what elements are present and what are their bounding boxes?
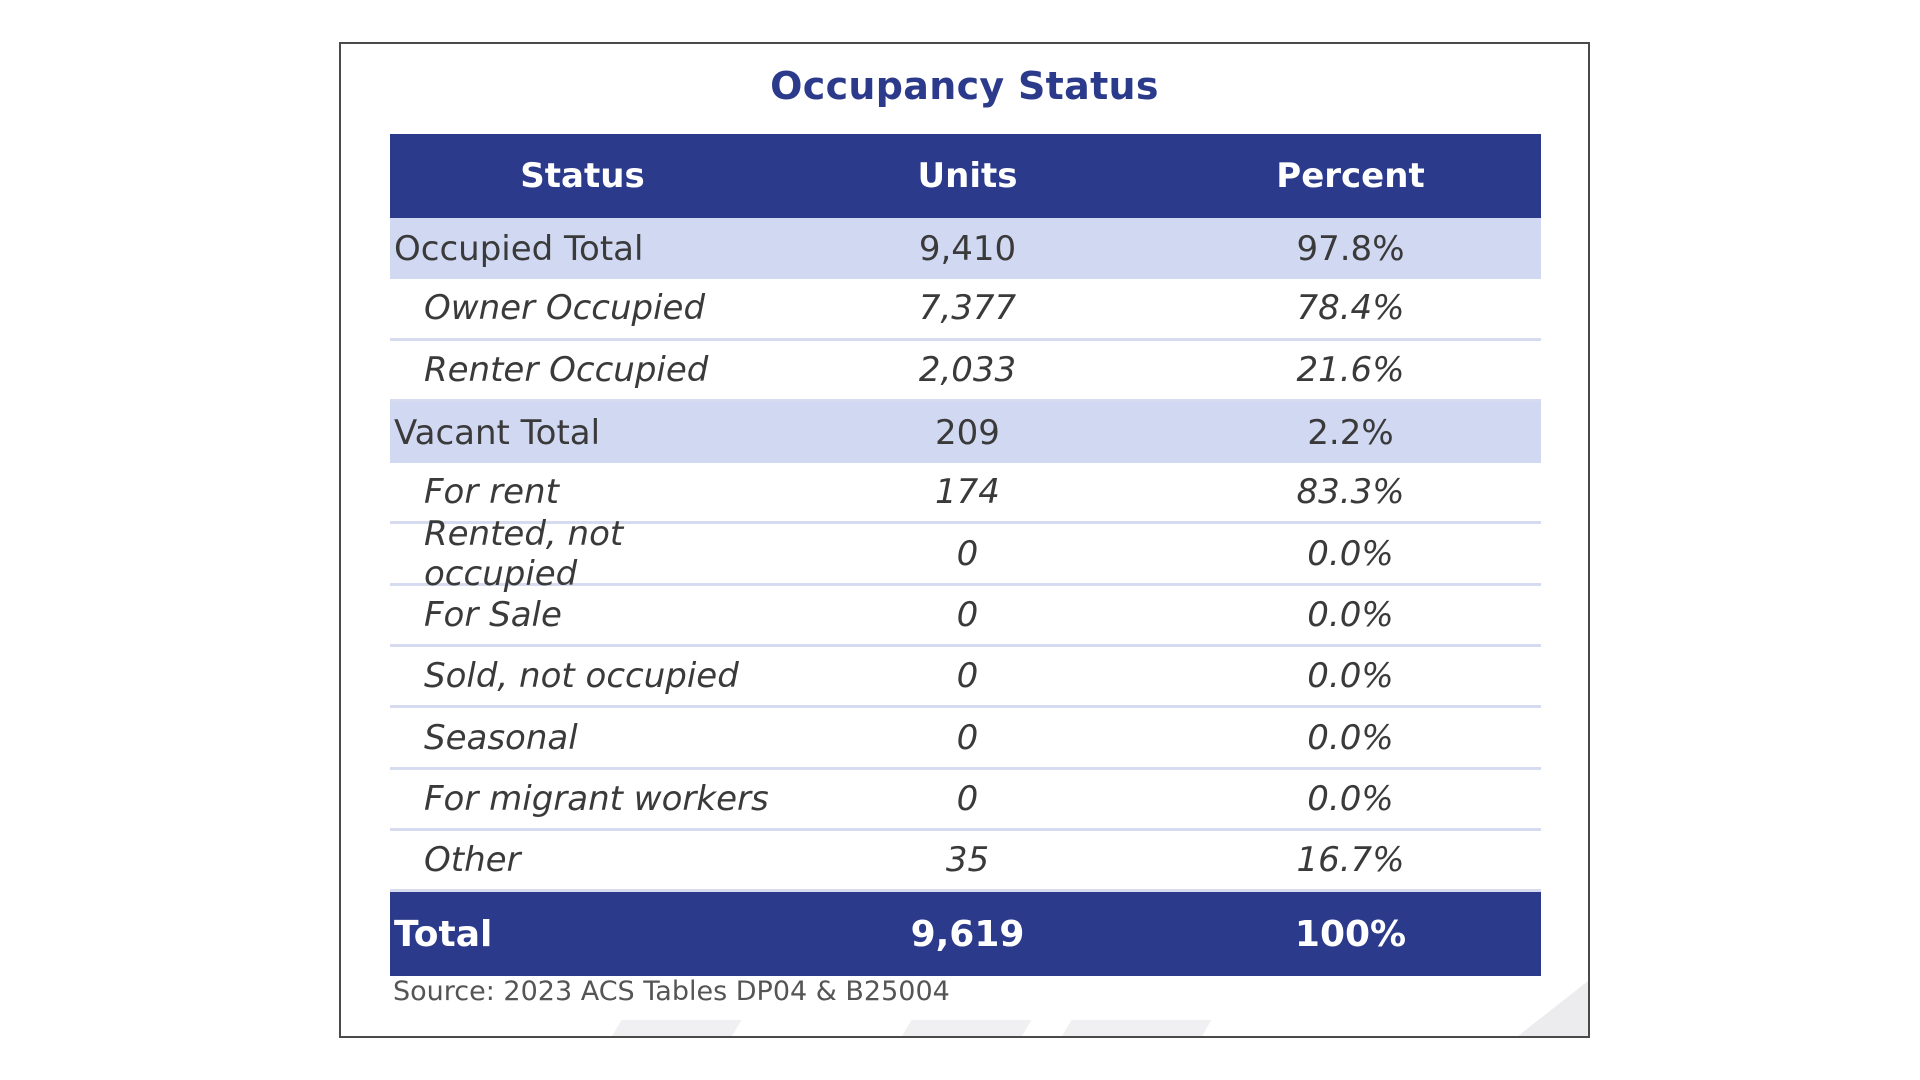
header-status: Status bbox=[520, 156, 645, 196]
row-units-cell: 209 bbox=[935, 412, 1000, 453]
row-status-cell: For Sale bbox=[424, 594, 562, 635]
row-percent-cell: 0.0% bbox=[1307, 533, 1394, 574]
table-body: Occupied Total 9,410 97.8% Owner Occupied 7,… bbox=[390, 218, 1541, 893]
row-status-cell: For rent bbox=[424, 472, 559, 513]
row-percent-cell: 83.3% bbox=[1296, 472, 1405, 513]
table-row: Rented, not occupied 0 0.0% bbox=[390, 514, 1541, 594]
row-units-cell: 0 bbox=[956, 778, 979, 819]
row-units-cell: 0 bbox=[956, 717, 979, 758]
total-units: 9,619 bbox=[910, 913, 1025, 955]
table-row: For migrant workers 0 0.0% bbox=[390, 770, 1541, 831]
table-title: Occupancy Status bbox=[770, 64, 1159, 108]
row-status-cell: Seasonal bbox=[424, 717, 578, 758]
row-units-cell: 2,033 bbox=[918, 349, 1017, 390]
table-row: Renter Occupied 2,033 21.6% bbox=[390, 341, 1541, 402]
row-percent-cell: 2.2% bbox=[1307, 412, 1394, 453]
background-decoration bbox=[600, 1020, 742, 1036]
row-percent-cell: 16.7% bbox=[1296, 840, 1405, 881]
row-percent-cell: 0.0% bbox=[1307, 778, 1394, 819]
table-row: Seasonal 0 0.0% bbox=[390, 708, 1541, 770]
table-header-row: Status Units Percent bbox=[390, 134, 1541, 218]
row-status-cell: Owner Occupied bbox=[424, 288, 706, 329]
row-status-cell: For migrant workers bbox=[424, 778, 769, 819]
row-percent-cell: 21.6% bbox=[1296, 349, 1405, 390]
total-percent: 100% bbox=[1294, 913, 1407, 955]
row-status-cell: Rented, not occupied bbox=[424, 513, 624, 594]
total-row: Total 9,619 100% bbox=[390, 892, 1541, 977]
row-units-cell: 0 bbox=[956, 656, 979, 697]
row-status-cell: Vacant Total bbox=[394, 412, 601, 453]
table-row: Owner Occupied 7,377 78.4% bbox=[390, 279, 1541, 341]
row-units-cell: 0 bbox=[956, 594, 979, 635]
row-units-cell: 0 bbox=[956, 533, 979, 574]
table-card: Occupancy Status Status Units Percent Oc… bbox=[339, 42, 1590, 1038]
table-row: For Sale 0 0.0% bbox=[390, 586, 1541, 648]
background-decoration bbox=[890, 1020, 1032, 1036]
row-percent-cell: 0.0% bbox=[1307, 717, 1394, 758]
background-decoration bbox=[1050, 1020, 1212, 1036]
header-percent: Percent bbox=[1276, 156, 1425, 196]
row-status-cell: Renter Occupied bbox=[424, 349, 709, 390]
occupancy-table: Status Units Percent Occupied Total 9,410… bbox=[390, 134, 1541, 977]
row-units-cell: 35 bbox=[945, 840, 990, 881]
row-percent-cell: 0.0% bbox=[1307, 656, 1394, 697]
source-note: Source: 2023 ACS Tables DP04 & B25004 bbox=[393, 976, 950, 1007]
row-percent-cell: 0.0% bbox=[1307, 594, 1394, 635]
table-row: Occupied Total 9,410 97.8% bbox=[390, 218, 1541, 280]
row-percent-cell: 78.4% bbox=[1296, 288, 1405, 329]
row-status-cell: Other bbox=[424, 840, 521, 881]
background-decoration bbox=[1518, 981, 1588, 1036]
header-units: Units bbox=[917, 156, 1018, 196]
row-units-cell: 174 bbox=[935, 472, 1000, 513]
table-row: Vacant Total 209 2.2% bbox=[390, 401, 1541, 464]
table-row: For rent 174 83.3% bbox=[390, 463, 1541, 525]
table-row: Other 35 16.7% bbox=[390, 831, 1541, 893]
row-units-cell: 7,377 bbox=[918, 288, 1017, 329]
total-label: Total bbox=[394, 913, 493, 955]
row-status-cell: Sold, not occupied bbox=[424, 656, 739, 697]
row-percent-cell: 97.8% bbox=[1296, 228, 1405, 269]
row-units-cell: 9,410 bbox=[918, 228, 1017, 269]
table-row: Sold, not occupied 0 0.0% bbox=[390, 647, 1541, 709]
row-status-cell: Occupied Total bbox=[394, 228, 644, 269]
